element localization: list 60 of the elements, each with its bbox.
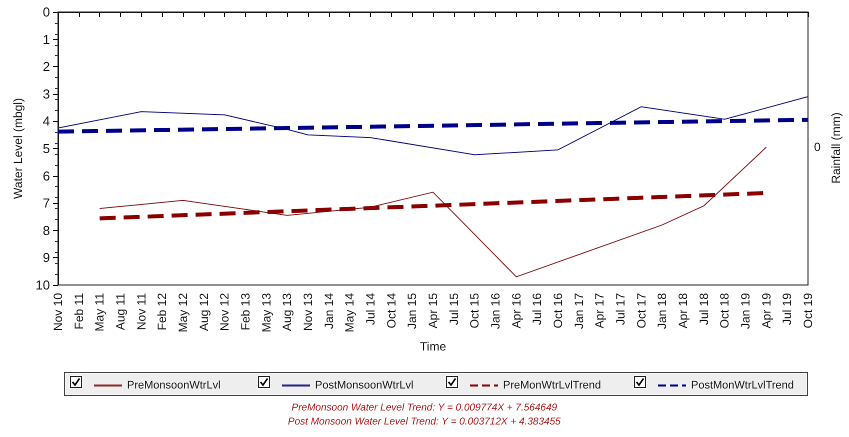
x-tick-label: Aug 12 [196, 292, 211, 332]
x-tick-label: May 14 [342, 292, 357, 332]
x-tick-label: Apr 15 [426, 292, 440, 328]
x-tick-label: Jan 16 [488, 292, 502, 330]
x-tick-label: Jan 15 [405, 292, 420, 330]
x-tick-label: Oct 19 [801, 292, 815, 328]
legend-label: PostMonWtrLvlTrend [691, 380, 794, 392]
x-tick-label: Feb 11 [72, 292, 86, 330]
x-tick-label: Oct 16 [551, 292, 565, 328]
legend-label: PreMonWtrLvlTrend [503, 380, 602, 392]
y-tick-label: 9 [42, 250, 50, 266]
x-axis-title: Time [420, 339, 446, 354]
x-tick-label: Oct 18 [718, 292, 732, 328]
y-tick-label: 2 [42, 59, 50, 74]
x-tick-label: Apr 17 [592, 292, 607, 328]
x-tick-label: May 11 [92, 292, 107, 332]
x-tick-label: Apr 19 [759, 292, 774, 328]
x-tick-label: Jul 16 [530, 292, 544, 326]
legend-label: PreMonsoonWtrLvl [127, 380, 221, 392]
y-tick-label: 10 [36, 278, 50, 292]
x-tick-label: Nov 11 [134, 292, 148, 330]
x-tick-label: Jan 18 [655, 292, 670, 330]
x-tick-label: Jul 14 [364, 292, 378, 326]
y-tick-label: 1 [42, 32, 50, 47]
y2-axis-title: Rainfall (mm) [829, 112, 843, 184]
x-tick-label: Nov 10 [51, 292, 65, 332]
text: PreMonsoon Water Level Trend: Y = 0.009774X + 7.564649 [292, 402, 558, 414]
x-tick-label: Apr 18 [676, 292, 690, 328]
x-tick-label: Nov 12 [218, 292, 232, 332]
x-tick-label: May 13 [259, 292, 274, 332]
y-tick-label: 6 [42, 168, 50, 184]
x-tick-label: Jan 17 [572, 292, 586, 330]
x-tick-label: Jul 18 [696, 292, 711, 326]
y-tick-label: 4 [42, 114, 50, 129]
line-series [58, 96, 808, 156]
x-tick-label: Aug 11 [114, 292, 128, 330]
x-tick-label: Jul 17 [614, 292, 628, 326]
x-tick-label: May 12 [176, 292, 190, 332]
x-tick-label: Jul 19 [780, 292, 794, 326]
y-tick-label: 5 [42, 141, 50, 156]
x-tick-label: Jul 15 [446, 292, 461, 326]
x-tick-label: Nov 13 [301, 292, 315, 332]
text: 0 [814, 140, 821, 154]
x-tick-label: Oct 15 [468, 292, 482, 328]
y-tick-label: 8 [42, 222, 50, 238]
x-tick-label: Feb 13 [238, 292, 252, 330]
line-series [99, 146, 767, 278]
legend-label: PostMonsoonWtrLvl [315, 380, 414, 392]
y-tick-label: 7 [42, 196, 50, 211]
y-tick-label: 3 [42, 86, 50, 102]
x-tick-label: Feb 12 [155, 292, 170, 330]
x-tick-label: Aug 13 [280, 292, 294, 332]
x-tick-label: Jan 19 [738, 292, 752, 330]
x-tick-label: Jan 14 [322, 292, 336, 330]
x-tick-label: Oct 17 [634, 292, 648, 328]
y-axis-title: Water Level (mbgl) [11, 98, 25, 199]
text: Post Monsoon Water Level Trend: Y = 0.003712X + 4.383455 [288, 416, 562, 428]
x-tick-label: Oct 14 [384, 292, 398, 328]
y-tick-label: 0 [42, 4, 50, 20]
x-tick-label: Apr 16 [509, 292, 524, 328]
